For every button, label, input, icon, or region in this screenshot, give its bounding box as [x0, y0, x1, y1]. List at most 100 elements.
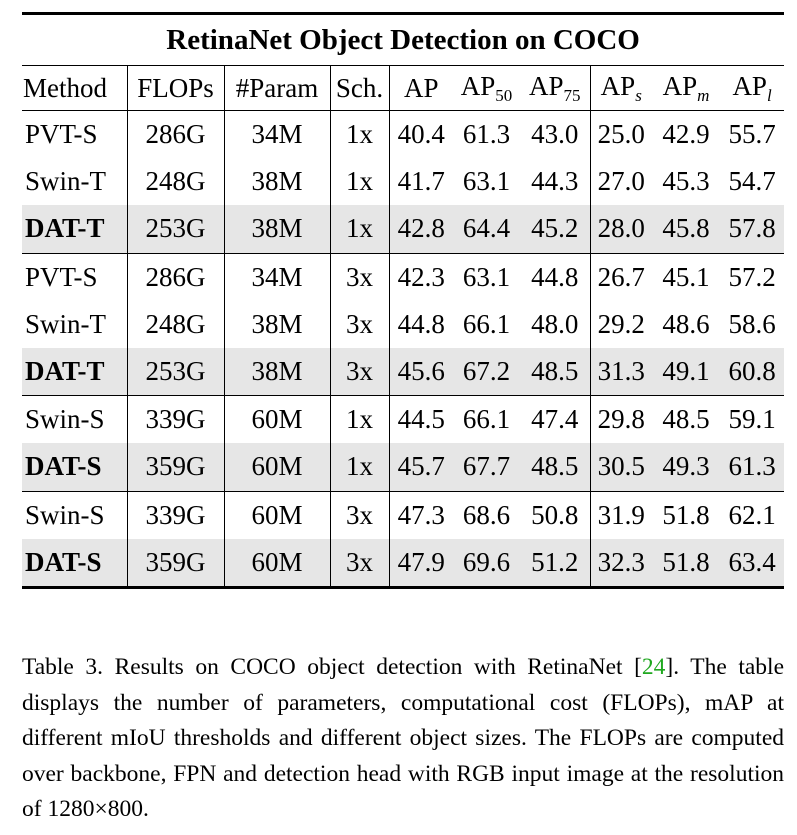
- caption-text-before-ref: Results on COCO object detection with Re…: [103, 654, 642, 680]
- cell-apm: 49.3: [652, 443, 720, 491]
- cell-params: 34M: [224, 252, 331, 301]
- cell-apm: 51.8: [652, 490, 720, 539]
- cell-method: PVT-S: [22, 110, 128, 159]
- table-row: Swin-S 339G 60M 1x 44.5 66.1 47.4 29.8 48.5 59.1: [22, 395, 785, 444]
- cell-method: DAT-S: [22, 443, 128, 491]
- cell-ap75: 44.8: [520, 252, 591, 301]
- table-title: RetinaNet Object Detection on COCO: [22, 12, 785, 66]
- cell-ap: 45.7: [389, 443, 453, 491]
- caption-label: Table 3.: [22, 654, 104, 680]
- cell-flops: 359G: [127, 538, 225, 589]
- cell-schedule: 1x: [330, 205, 390, 254]
- cell-aps: 29.2: [597, 308, 645, 339]
- header-schedule: Sch.: [330, 65, 390, 111]
- cell-schedule: 3x: [330, 300, 390, 348]
- cell-apm: 45.1: [652, 252, 720, 301]
- cell-params: 38M: [224, 300, 331, 348]
- table-row: Swin-S 339G 60M 3x 47.3 68.6 50.8 31.9 51.8 62.1: [22, 490, 785, 539]
- table-row: Swin-T 248G 38M 3x 44.8 66.1 48.0 29.2 48.6 58.6: [22, 300, 784, 348]
- cell-schedule: 1x: [330, 395, 390, 444]
- table-row: Swin-T 248G 38M 1x 41.7 63.1 44.3 27.0 45.3 54.7: [22, 158, 784, 206]
- cell-ap: 42.8: [389, 205, 453, 254]
- cell-flops: 248G: [127, 158, 225, 206]
- cell-ap50: 67.7: [453, 443, 520, 491]
- cell-ap: 47.3: [389, 490, 453, 539]
- cell-aps: 30.5: [590, 443, 652, 491]
- cell-apm: 45.3: [662, 166, 710, 197]
- cell-ap50: 61.3: [462, 119, 511, 150]
- cell-ap50: 68.6: [453, 490, 520, 539]
- cell-method: DAT-T: [22, 347, 128, 396]
- cell-schedule: 1x: [330, 110, 390, 159]
- cell-apl: 61.3: [720, 443, 785, 491]
- cell-ap75: 48.5: [520, 443, 591, 491]
- cell-ap75: 48.5: [520, 347, 591, 396]
- cell-schedule: 3x: [330, 252, 390, 301]
- table-body: PVT-S 286G 34M 1x 40.4 61.3 43.0 25.0 42.9 55.7 Sw…: [22, 110, 785, 589]
- cell-ap: 40.4: [397, 119, 445, 150]
- table-row: PVT-S 286G 34M 1x 40.4 61.3 43.0 25.0 42.9 55.7: [22, 110, 784, 159]
- cell-params: 38M: [224, 158, 331, 206]
- cell-params: 38M: [224, 205, 331, 254]
- cell-ap: 41.7: [397, 166, 445, 197]
- cell-apm: 49.1: [652, 347, 720, 396]
- table-row: PVT-S 286G 34M 3x 42.3 63.1 44.8 26.7 45.1 57.2: [22, 252, 785, 301]
- cell-apl: 55.7: [728, 119, 776, 150]
- cell-apm: 42.9: [662, 119, 710, 150]
- cell-params: 60M: [224, 490, 331, 539]
- cell-flops: 359G: [127, 443, 225, 491]
- cell-ap50: 66.1: [462, 308, 511, 339]
- table-row: DAT-S 359G 60M 3x 47.9 69.6 51.2 32.3 51.8 63.4: [22, 538, 785, 589]
- cell-params: 60M: [224, 395, 331, 444]
- cell-method: DAT-S: [22, 538, 128, 589]
- cell-method: PVT-S: [22, 252, 128, 301]
- cell-ap50: 67.2: [453, 347, 520, 396]
- cell-method: Swin-S: [22, 490, 128, 539]
- header-params: #Param: [224, 65, 331, 111]
- cell-ap75: 47.4: [520, 395, 591, 444]
- cell-method: Swin-S: [22, 395, 128, 444]
- cell-schedule: 3x: [330, 347, 390, 396]
- cell-aps: 31.3: [590, 347, 652, 396]
- caption-text-after-ref: ]. The table displays the number of para…: [22, 654, 785, 822]
- cell-apl: 57.8: [720, 205, 785, 254]
- table-header-row: Method FLOPs #Param Sch. AP AP50 AP75 AP…: [22, 65, 785, 111]
- cell-schedule: 1x: [330, 158, 390, 206]
- cell-apm: 51.8: [652, 538, 720, 589]
- cell-flops: 339G: [127, 490, 225, 539]
- cell-ap75: 48.0: [520, 300, 591, 348]
- cell-apl: 60.8: [720, 347, 785, 396]
- cell-ap75: 50.8: [520, 490, 591, 539]
- cell-flops: 286G: [127, 252, 225, 301]
- table-caption: Table 3. Results on COCO object detectio…: [22, 650, 784, 828]
- header-ap: AP: [389, 65, 453, 111]
- table-row: DAT-T 253G 38M 1x 42.8 64.4 45.2 28.0 45.8 57.8: [22, 205, 785, 254]
- cell-ap50: 66.1: [453, 395, 520, 444]
- cell-ap: 42.3: [389, 252, 453, 301]
- cell-ap50: 64.4: [453, 205, 520, 254]
- cell-aps: 31.9: [590, 490, 652, 539]
- cell-params: 60M: [224, 538, 331, 589]
- cell-params: 38M: [224, 347, 331, 396]
- header-method: Method: [22, 65, 128, 111]
- header-flops: FLOPs: [127, 65, 225, 111]
- cell-params: 60M: [224, 443, 331, 491]
- cell-ap50: 63.1: [453, 252, 520, 301]
- cell-aps: 26.7: [590, 252, 652, 301]
- cell-apl: 62.1: [720, 490, 785, 539]
- table-row: DAT-S 359G 60M 1x 45.7 67.7 48.5 30.5 49.3 61.3: [22, 443, 785, 491]
- cell-ap: 44.8: [397, 308, 445, 339]
- cell-ap75: 43.0: [520, 110, 591, 159]
- cell-flops: 253G: [127, 205, 225, 254]
- cell-apl: 63.4: [720, 538, 785, 589]
- cell-apl: 54.7: [728, 166, 776, 197]
- cell-aps: 28.0: [590, 205, 652, 254]
- cell-ap50: 69.6: [453, 538, 520, 589]
- caption-citation-link[interactable]: 24: [641, 654, 666, 680]
- results-table: RetinaNet Object Detection on COCO Metho…: [22, 12, 785, 589]
- cell-flops: 253G: [127, 347, 225, 396]
- cell-ap50: 63.1: [462, 166, 511, 197]
- cell-schedule: 3x: [330, 538, 390, 589]
- cell-apm: 48.6: [662, 308, 710, 339]
- cell-schedule: 3x: [330, 490, 390, 539]
